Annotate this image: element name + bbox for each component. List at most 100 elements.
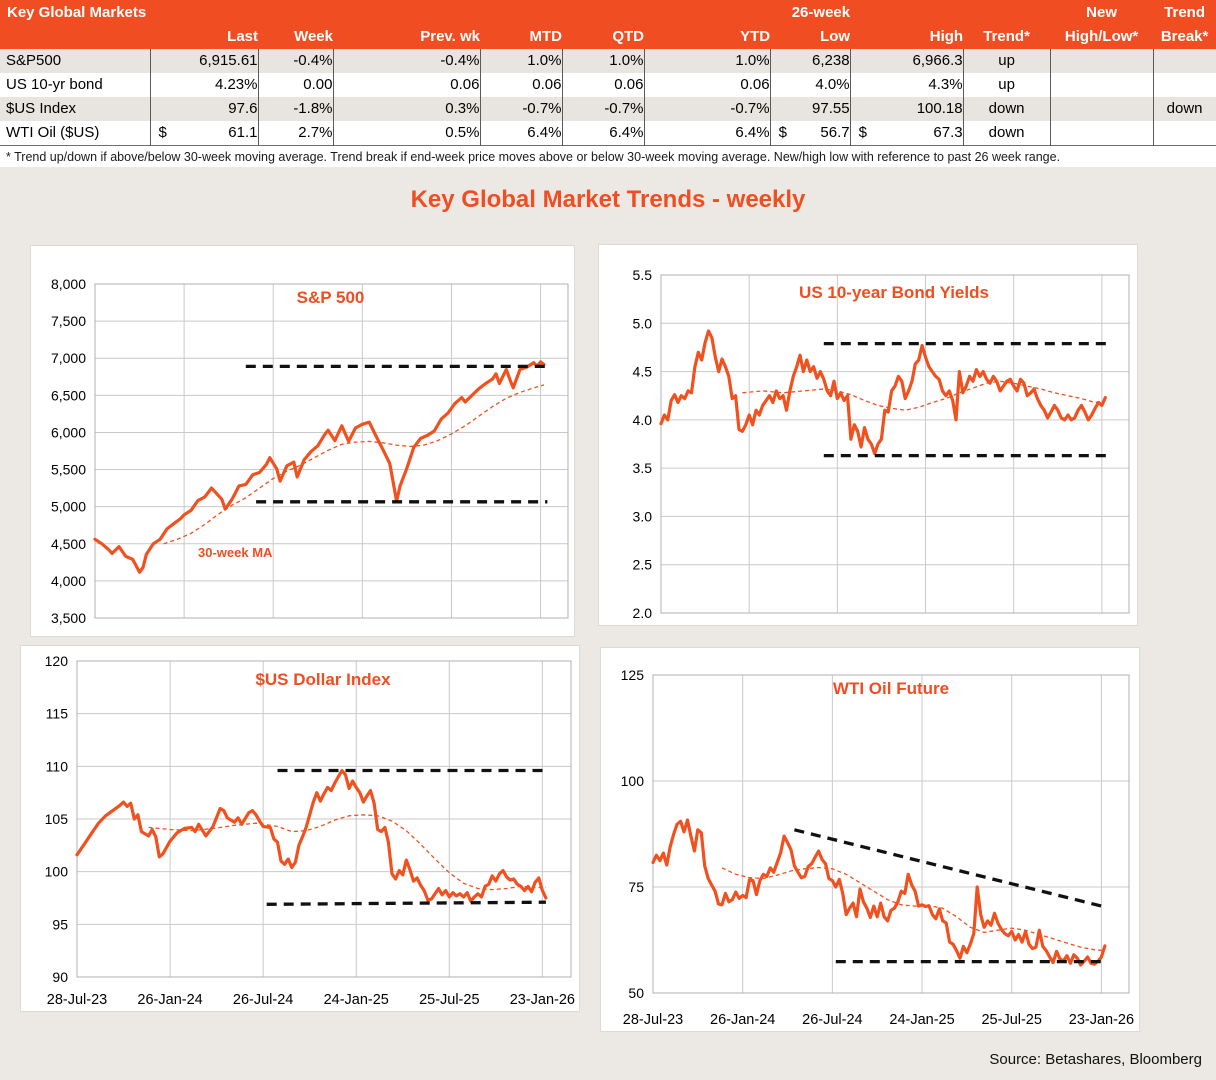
- svg-text:26-Jan-24: 26-Jan-24: [710, 1012, 775, 1028]
- col-header-week: Week: [258, 25, 333, 49]
- cell-prev-wk: 0.3%: [333, 97, 481, 121]
- cell-new-high-low: [1050, 73, 1154, 97]
- col-header-low: Low: [770, 25, 851, 49]
- cell-value: 6,915.61: [199, 52, 258, 69]
- col-header-qtd: QTD: [562, 25, 644, 49]
- cell-26wk-high: 6,966.3: [850, 49, 964, 73]
- svg-text:50: 50: [628, 985, 644, 1001]
- currency-symbol: $: [158, 124, 167, 141]
- bond-yields-chart-title: US 10-year Bond Yields: [799, 283, 989, 302]
- cell-value: 6,238: [812, 52, 850, 69]
- usd-index-chart-title: $US Dollar Index: [255, 670, 391, 689]
- cell-26wk-high: 4.3%: [850, 73, 964, 97]
- svg-text:4.5: 4.5: [633, 364, 653, 380]
- currency-symbol: $: [858, 124, 867, 141]
- group-header-new: New: [1050, 0, 1154, 25]
- instrument-name: $US Index: [0, 97, 151, 121]
- bond-yields-chart-panel: US 10-year Bond Yields 2.0 2.5 3.0 3.5 4.0 4.…: [598, 244, 1138, 626]
- cell-trend-break: [1153, 121, 1216, 146]
- cell-26wk-high: 100.18: [850, 97, 964, 121]
- cell-prev-wk: -0.4%: [333, 49, 481, 73]
- table-footnote: * Trend up/down if above/below 30-week m…: [0, 146, 1216, 167]
- cell-trend-break: down: [1153, 97, 1216, 121]
- cell-value: 61.1: [228, 124, 258, 141]
- cell-trend: down: [963, 121, 1051, 146]
- sp500-chart-canvas: 3,500 4,000 4,500 5,000 5,500 6,000 6,500 7,000…: [51, 276, 569, 626]
- spacer: [0, 25, 150, 49]
- col-header-high: High: [850, 25, 964, 49]
- svg-text:26-Jul-24: 26-Jul-24: [802, 1012, 862, 1028]
- cell-trend: up: [963, 49, 1051, 73]
- svg-text:2.5: 2.5: [633, 557, 653, 573]
- sp500-ma-annotation: 30-week MA: [198, 545, 273, 560]
- cell-new-high-low: [1050, 49, 1154, 73]
- cell-ytd: -0.7%: [644, 97, 771, 121]
- cell-value: 100.18: [916, 100, 963, 117]
- table-header-group-row: Key Global Markets 26-week New Trend: [0, 0, 1216, 25]
- instrument-name: WTI Oil ($US): [0, 121, 151, 146]
- instrument-name: S&P500: [0, 49, 151, 73]
- cell-value: 97.55: [812, 100, 850, 117]
- cell-26wk-low: 97.55: [770, 97, 851, 121]
- cell-week: 2.7%: [258, 121, 334, 146]
- markets-table: Key Global Markets 26-week New Trend Las…: [0, 0, 1216, 146]
- svg-text:25-Jul-25: 25-Jul-25: [419, 992, 479, 1008]
- col-header-mtd: MTD: [480, 25, 562, 49]
- cell-value: 4.0%: [815, 76, 850, 93]
- svg-text:23-Jan-26: 23-Jan-26: [510, 992, 575, 1008]
- svg-text:100: 100: [621, 773, 645, 789]
- col-header-trend: Trend*: [963, 25, 1051, 49]
- cell-prev-wk: 0.5%: [333, 121, 481, 146]
- cell-value: 6,966.3: [912, 52, 963, 69]
- cell-last: 97.6: [150, 97, 259, 121]
- svg-text:26-Jan-24: 26-Jan-24: [137, 992, 202, 1008]
- svg-text:125: 125: [621, 667, 645, 683]
- charts-section: Key Global Market Trends - weekly S&P 50…: [0, 167, 1216, 1080]
- table-header-row: Last Week Prev. wk MTD QTD YTD Low High …: [0, 25, 1216, 49]
- svg-text:2.0: 2.0: [633, 605, 653, 621]
- svg-text:28-Jul-23: 28-Jul-23: [47, 992, 107, 1008]
- svg-text:3.0: 3.0: [633, 508, 653, 524]
- col-header-prev-wk: Prev. wk: [333, 25, 480, 49]
- svg-text:23-Jan-26: 23-Jan-26: [1069, 1012, 1134, 1028]
- group-header-26-week: 26-week: [770, 0, 851, 25]
- cell-26wk-low: 4.0%: [770, 73, 851, 97]
- cell-mtd: 6.4%: [480, 121, 563, 146]
- cell-qtd: 0.06: [562, 73, 645, 97]
- svg-text:24-Jan-25: 24-Jan-25: [324, 992, 389, 1008]
- usd-index-chart-canvas: 90 95 100 105 110 115 120 28-Jul-23 26-Jan-24 26-…: [45, 653, 575, 1008]
- svg-text:110: 110: [46, 758, 69, 774]
- svg-text:100: 100: [45, 864, 69, 880]
- usd-index-chart-panel: $US Dollar Index 90 95 100 105 110 115 120 28-J…: [20, 645, 580, 1012]
- col-header-high-low: High/Low*: [1050, 25, 1154, 49]
- cell-trend-break: [1153, 49, 1216, 73]
- table-row: WTI Oil ($US) $61.1 2.7% 0.5% 6.4% 6.4% 6.4% $5…: [0, 121, 1216, 146]
- cell-value: 56.7: [820, 124, 850, 141]
- cell-qtd: -0.7%: [562, 97, 645, 121]
- svg-text:25-Jul-25: 25-Jul-25: [981, 1012, 1041, 1028]
- svg-text:5,000: 5,000: [51, 499, 86, 515]
- svg-text:4,000: 4,000: [51, 573, 86, 589]
- svg-text:3,500: 3,500: [51, 610, 86, 626]
- charts-section-title: Key Global Market Trends - weekly: [410, 186, 806, 213]
- wti-oil-chart-canvas: 50 75 100 125 28-Jul-23 26-Jan-24 26-Jul-24 24-…: [621, 667, 1134, 1028]
- cell-last: 6,915.61: [150, 49, 259, 73]
- cell-new-high-low: [1050, 121, 1154, 146]
- cell-trend: up: [963, 73, 1051, 97]
- spacer: [963, 0, 1051, 25]
- cell-value: 97.6: [228, 100, 258, 117]
- svg-text:6,500: 6,500: [51, 387, 86, 403]
- svg-text:3.5: 3.5: [633, 460, 653, 476]
- svg-text:4.0: 4.0: [633, 412, 653, 428]
- svg-text:115: 115: [46, 706, 69, 722]
- cell-week: -0.4%: [258, 49, 334, 73]
- bond-yields-chart-canvas: 2.0 2.5 3.0 3.5 4.0 4.5 5.0 5.5: [633, 267, 1130, 621]
- svg-text:28-Jul-23: 28-Jul-23: [623, 1012, 683, 1028]
- svg-text:75: 75: [628, 879, 644, 895]
- cell-value: 67.3: [933, 124, 963, 141]
- table-row: $US Index 97.6 -1.8% 0.3% -0.7% -0.7% -0.7% 97.…: [0, 97, 1216, 121]
- cell-new-high-low: [1050, 97, 1154, 121]
- table-row: US 10-yr bond 4.23% 0.00 0.06 0.06 0.06 0.06 4.…: [0, 73, 1216, 97]
- wti-oil-chart-title: WTI Oil Future: [832, 679, 950, 698]
